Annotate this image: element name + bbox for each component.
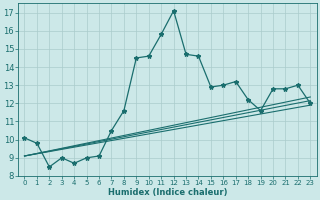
X-axis label: Humidex (Indice chaleur): Humidex (Indice chaleur) — [108, 188, 227, 197]
